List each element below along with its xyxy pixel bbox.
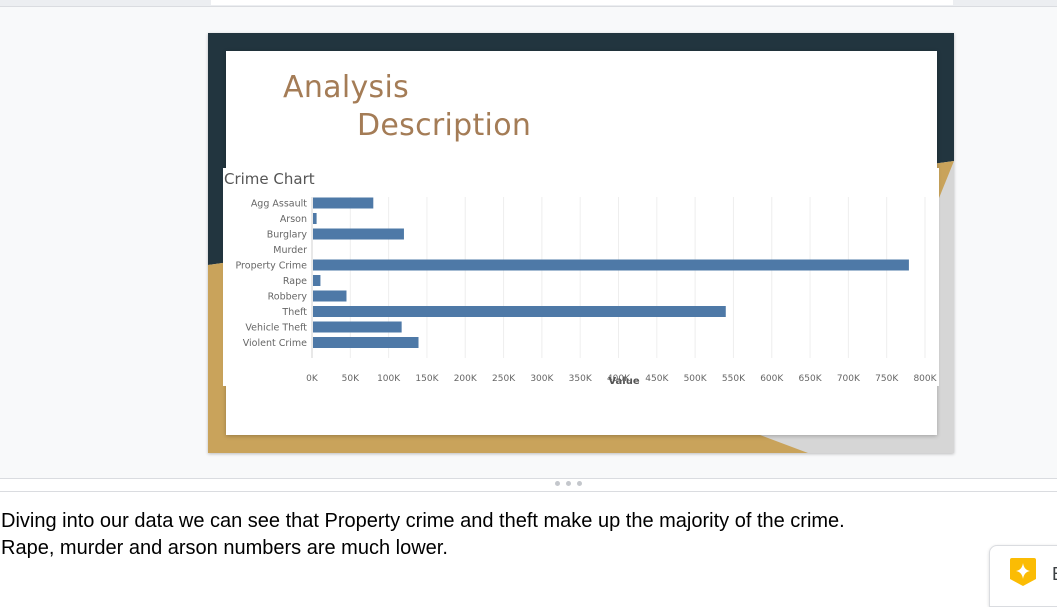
category-label: Property Crime: [236, 261, 308, 272]
x-tick-label: 450K: [645, 374, 669, 384]
x-tick-label: 100K: [377, 374, 401, 384]
x-tick-label: 250K: [492, 374, 516, 384]
x-tick-label: 650K: [799, 374, 823, 384]
sparkle-icon: [1010, 558, 1036, 586]
category-label: Vehicle Theft: [245, 323, 307, 334]
category-label: Rape: [283, 276, 307, 287]
crime-chart[interactable]: Agg Assault Arson Burglary Murder Property C…: [223, 168, 939, 386]
x-axis-label: Value: [608, 376, 639, 386]
x-tick-label: 550K: [722, 374, 746, 384]
bar[interactable]: [313, 228, 404, 240]
category-label: Robbery: [268, 292, 308, 303]
notes-resize-handle[interactable]: [550, 481, 586, 487]
category-label: Murder: [273, 245, 307, 256]
slide-canvas-area: Analysis Description Agg Assault Arson Bur…: [0, 0, 1057, 486]
bar[interactable]: [313, 306, 726, 317]
speaker-notes[interactable]: Diving into our data we can see that Pro…: [1, 508, 1001, 562]
bar[interactable]: [313, 197, 374, 209]
category-label: Theft: [281, 307, 307, 318]
category-label: Arson: [280, 214, 307, 225]
bar[interactable]: [313, 275, 321, 286]
bar[interactable]: [313, 213, 317, 224]
category-label: Burglary: [267, 230, 308, 241]
bar[interactable]: [313, 259, 909, 271]
x-tick-label: 150K: [415, 374, 439, 384]
x-tick-label: 750K: [875, 374, 899, 384]
x-tick-label: 500K: [684, 374, 708, 384]
x-tick-label: 800K: [913, 374, 937, 384]
slide-title-line-2[interactable]: Description: [357, 108, 532, 143]
x-tick-label: 700K: [837, 374, 861, 384]
slide-title-line-1[interactable]: Analysis: [283, 70, 410, 105]
assist-chip[interactable]: E: [989, 545, 1057, 607]
category-label: Violent Crime: [243, 338, 307, 349]
x-tick-label: 400K: [607, 374, 631, 384]
x-tick-label: 300K: [530, 374, 554, 384]
notes-line-2: Rape, murder and arson numbers are much …: [1, 537, 448, 559]
handle-dot: [566, 481, 571, 486]
bar[interactable]: [313, 321, 402, 333]
x-tick-label: 600K: [760, 374, 784, 384]
previous-slide-strip[interactable]: [0, 0, 1057, 7]
chart-title: Crime Chart: [224, 170, 315, 188]
handle-dot: [577, 481, 582, 486]
x-tick-label: 350K: [569, 374, 593, 384]
notes-line-1: Diving into our data we can see that Pro…: [1, 510, 845, 532]
x-tick-label: 0K: [306, 374, 319, 384]
handle-dot: [555, 481, 560, 486]
x-tick-label: 50K: [342, 374, 360, 384]
bar[interactable]: [313, 337, 419, 348]
notes-divider: [0, 491, 1057, 492]
bar[interactable]: [313, 290, 347, 302]
x-tick-label: 200K: [454, 374, 478, 384]
crime-chart-svg: Agg Assault Arson Burglary Murder Property C…: [236, 197, 938, 386]
previous-slide-edge[interactable]: [211, 0, 953, 5]
category-label: Agg Assault: [251, 199, 307, 210]
assist-chip-label: E: [1052, 564, 1057, 585]
